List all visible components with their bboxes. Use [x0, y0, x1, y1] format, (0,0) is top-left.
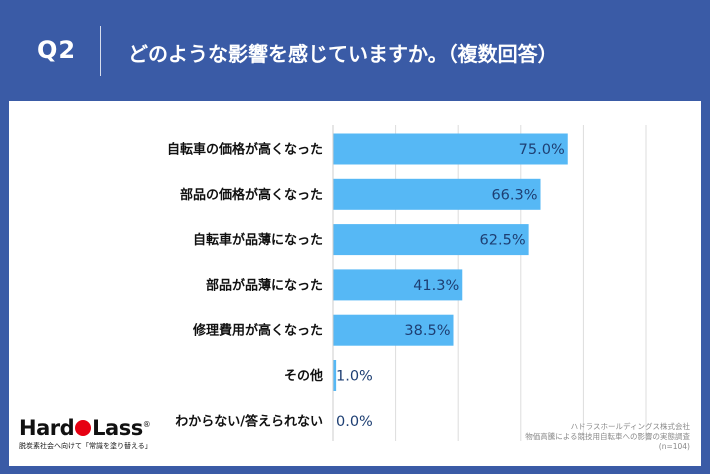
question-text: どのような影響を感じていますか。（複数回答）: [128, 42, 558, 66]
source-company: ハドラスホールディングス株式会社: [570, 422, 690, 431]
brand-name-part1: Hard: [19, 416, 75, 440]
bar: [333, 178, 541, 210]
bar-chart: 自転車の価格が高くなった 75.0% 部品の価格が高くなった 66.3% 自転車が品薄に…: [167, 125, 647, 441]
bar: [333, 224, 529, 256]
category-label: 自転車の価格が高くなった: [167, 142, 323, 158]
data-label: 66.3%: [491, 187, 537, 203]
category-label: 部品の価格が高くなった: [180, 187, 323, 203]
data-label: 75.0%: [519, 142, 565, 158]
brand-tagline: 脱炭素社会へ向けて「常識を塗り替える」: [19, 442, 152, 450]
header-divider: [100, 26, 101, 76]
header: Q2 どのような影響を感じていますか。（複数回答）: [0, 0, 710, 100]
trademark-symbol: ®: [142, 420, 151, 429]
category-label: 部品が品薄になった: [206, 277, 323, 293]
category-label: その他: [284, 368, 323, 384]
bar: [333, 314, 454, 346]
data-label: 38.5%: [404, 323, 450, 339]
brand-name-part2: Lass: [92, 416, 143, 440]
source-note: ハドラスホールディングス株式会社 物価高騰による競技用自転車への影響の実態調査 …: [525, 422, 690, 452]
data-label: 62.5%: [480, 233, 526, 249]
brand-name: Hard Lass®: [19, 416, 152, 440]
brand-circle-icon: [75, 420, 92, 436]
data-label: 1.0%: [336, 369, 373, 385]
data-label: 0.0%: [336, 414, 373, 430]
category-label: わからない/答えられない: [175, 413, 323, 429]
source-survey: 物価高騰による競技用自転車への影響の実態調査: [525, 432, 690, 442]
source-sample: (n=104): [658, 442, 690, 452]
question-number: Q2: [37, 36, 77, 64]
data-label: 41.3%: [413, 278, 459, 294]
category-label: 自転車が品薄になった: [193, 232, 323, 248]
bar: [333, 269, 463, 301]
bar: [333, 133, 568, 165]
bar: [333, 360, 337, 391]
category-label: 修理費用が高くなった: [192, 323, 323, 339]
brand-logo: Hard Lass® 脱炭素社会へ向けて「常識を塗り替える」: [19, 416, 152, 451]
chart-panel: 自転車の価格が高くなった 75.0% 部品の価格が高くなった 66.3% 自転車が品薄に…: [9, 101, 701, 466]
